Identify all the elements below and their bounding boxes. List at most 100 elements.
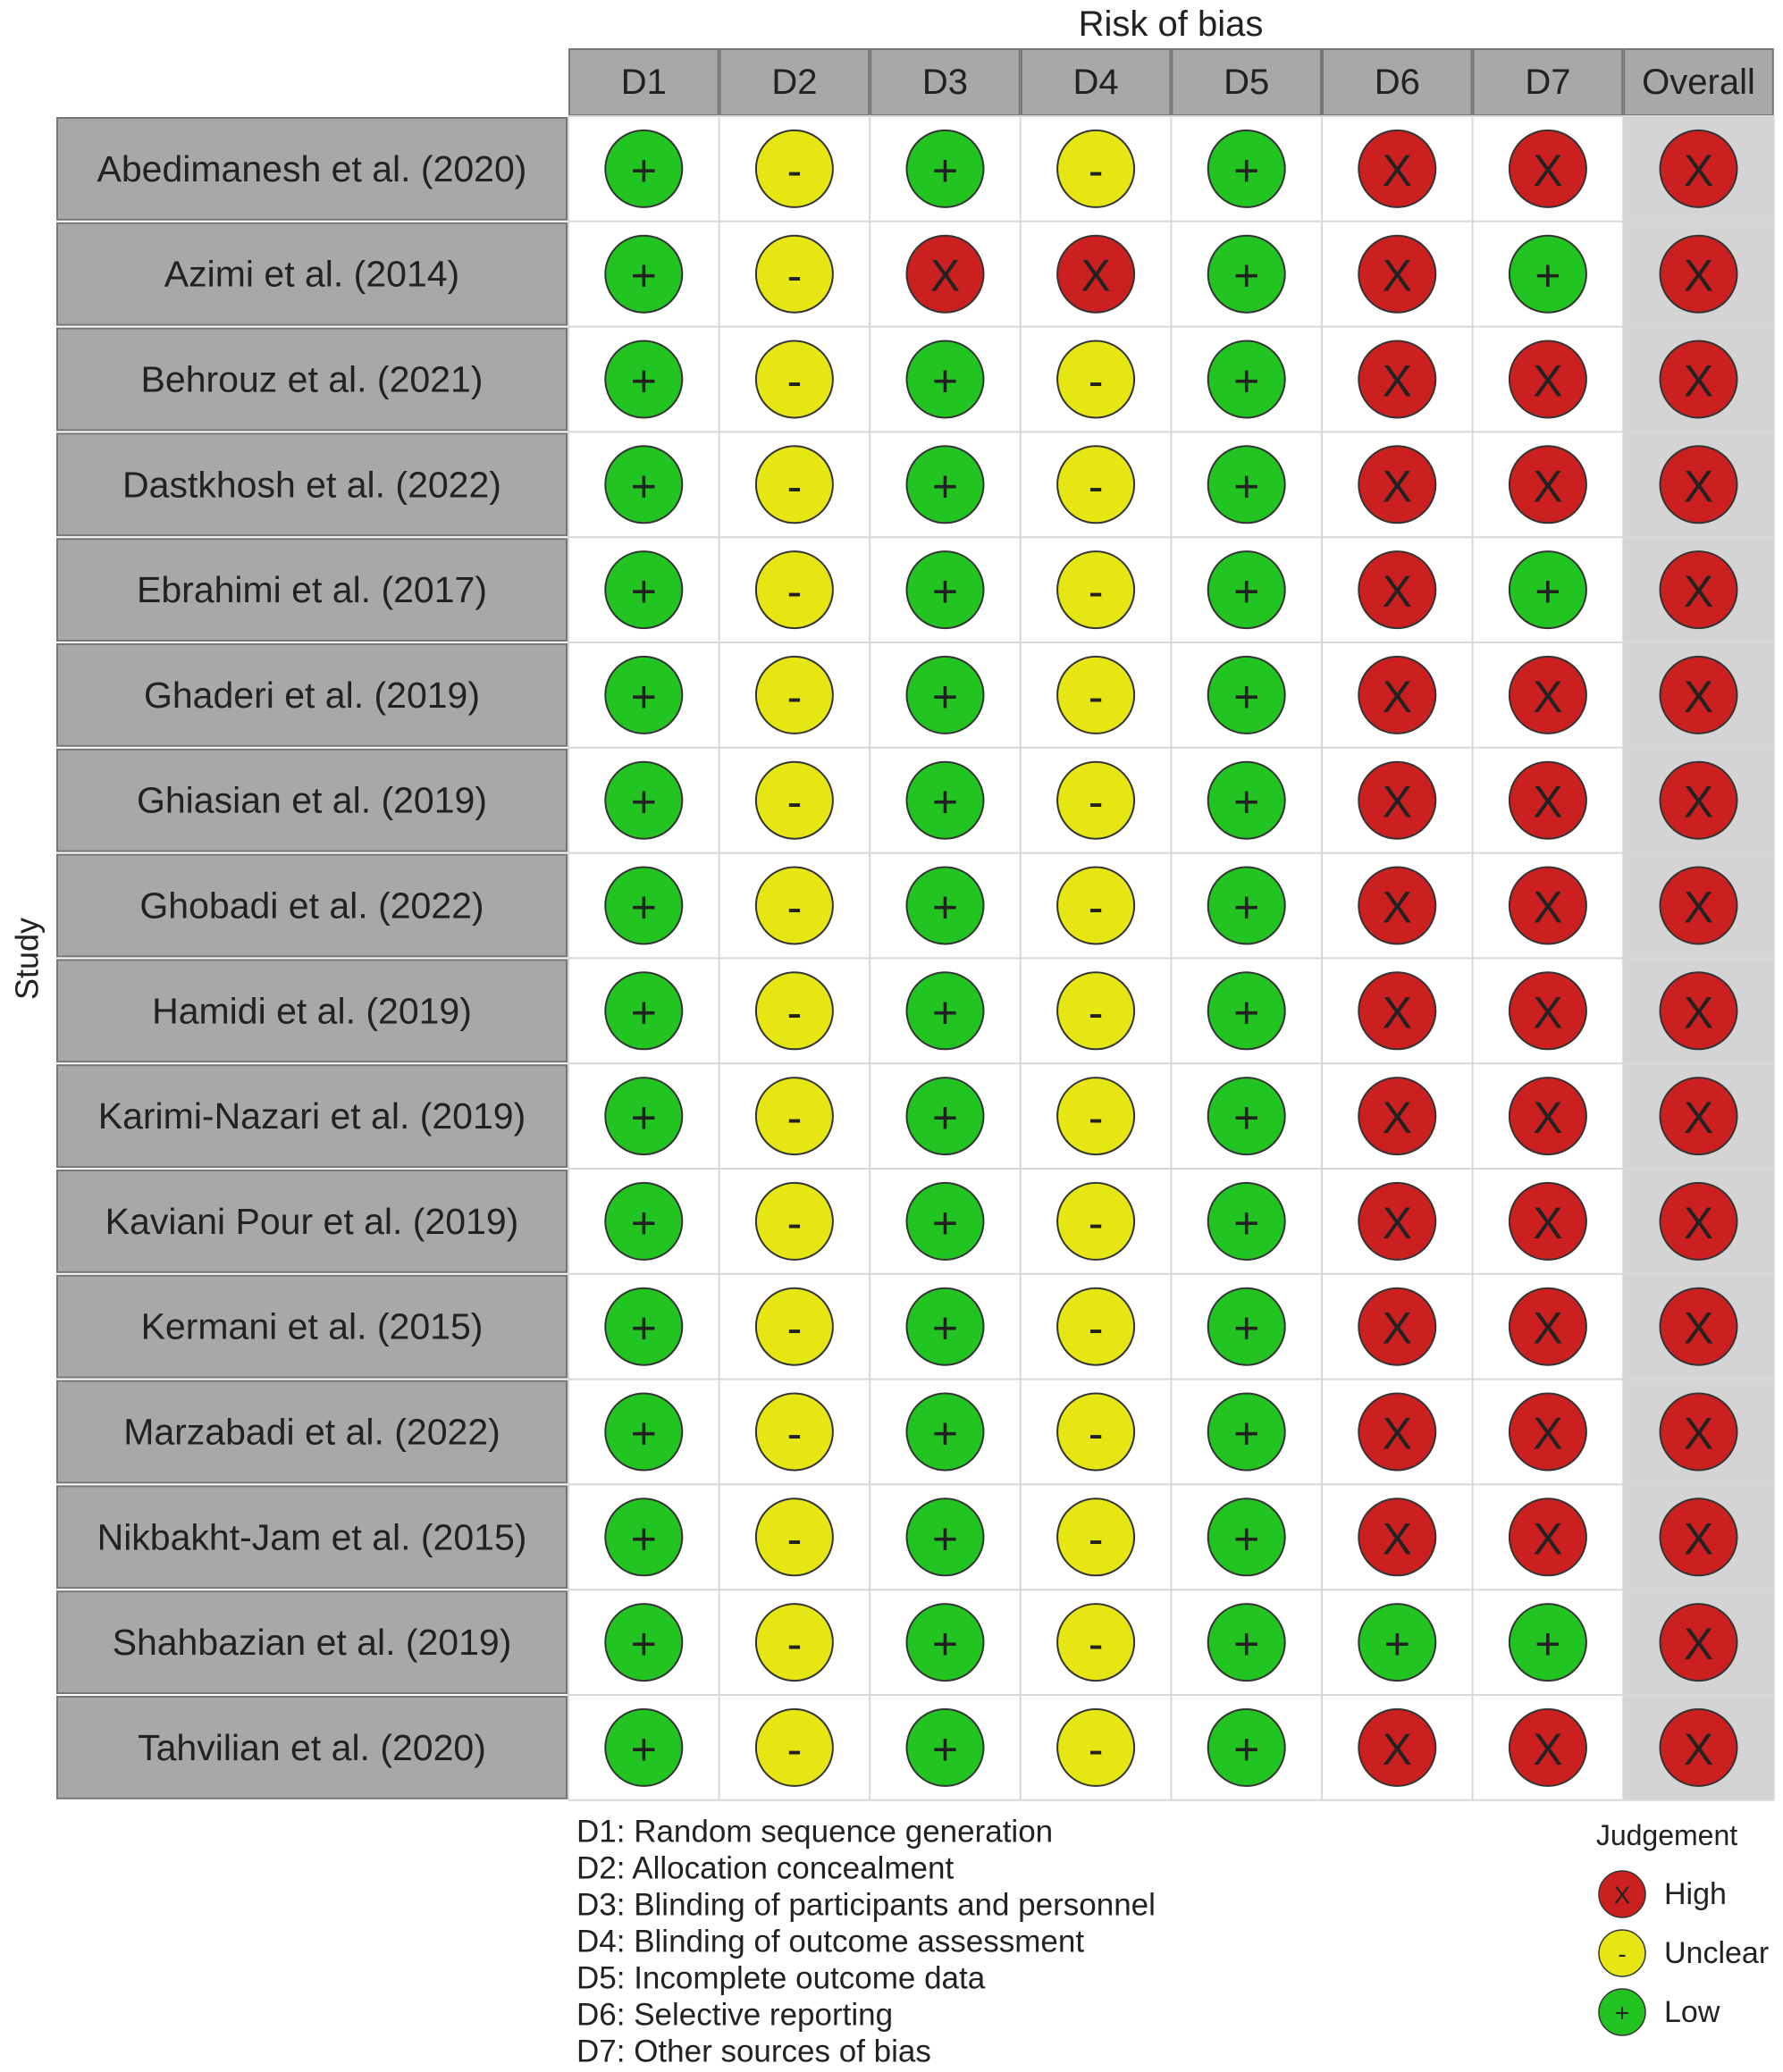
judgement-circle xyxy=(1358,866,1437,945)
judgement-circle xyxy=(604,760,684,840)
judgement-circle xyxy=(754,1392,834,1472)
legend-symbol: X xyxy=(1614,1882,1631,1909)
judgement-symbol: + xyxy=(1233,777,1259,827)
judgement-circle xyxy=(1207,234,1286,314)
judgement-symbol: - xyxy=(787,357,803,407)
judgement-symbol: - xyxy=(787,987,803,1037)
study-label-box xyxy=(56,1274,568,1379)
legend-symbol: + xyxy=(1615,2000,1629,2027)
judgement-symbol: - xyxy=(787,1093,803,1143)
judgement-circle xyxy=(1508,550,1587,630)
judgement-symbol: X xyxy=(1533,146,1562,196)
judgement-circle xyxy=(1056,1707,1136,1787)
judgement-symbol: + xyxy=(631,1409,657,1459)
legend-label: Unclear xyxy=(1664,1936,1769,1970)
judgement-symbol: + xyxy=(1233,1198,1259,1248)
judgement-symbol: + xyxy=(1233,566,1259,617)
judgement-circle xyxy=(1358,1707,1437,1787)
legend-label: High xyxy=(1664,1877,1727,1911)
judgement-circle xyxy=(1508,1603,1587,1682)
domain-footnote: D4: Blinding of outcome assessment xyxy=(576,1925,1084,1959)
study-label: Ghaderi et al. (2019) xyxy=(144,675,480,716)
domain-header xyxy=(568,48,719,116)
judgement-circle xyxy=(604,234,684,314)
legend-swatch xyxy=(1598,1870,1646,1918)
judgement-symbol: + xyxy=(631,1514,657,1564)
judgement-symbol: X xyxy=(1383,566,1412,617)
study-label-box xyxy=(56,1485,568,1590)
judgement-circle xyxy=(1056,1077,1136,1156)
judgement-circle xyxy=(754,866,834,945)
judgement-circle xyxy=(1659,234,1738,314)
judgement-circle xyxy=(1508,655,1587,734)
judgement-symbol: + xyxy=(631,1619,657,1669)
legend-label: Low xyxy=(1664,1995,1720,2029)
judgement-circle xyxy=(1508,971,1587,1051)
judgement-symbol: X xyxy=(1383,1304,1412,1354)
judgement-circle xyxy=(754,340,834,419)
judgement-symbol: + xyxy=(1233,1409,1259,1459)
judgement-circle xyxy=(1056,1497,1136,1577)
judgement-circle xyxy=(1056,760,1136,840)
judgement-circle xyxy=(1659,971,1738,1051)
judgement-circle xyxy=(1358,655,1437,734)
study-label-box xyxy=(56,222,568,326)
judgement-symbol: + xyxy=(631,987,657,1037)
judgement-circle xyxy=(1508,1287,1587,1366)
domain-footnote: D1: Random sequence generation xyxy=(576,1815,1053,1850)
judgement-circle xyxy=(1659,1707,1738,1787)
judgement-circle xyxy=(754,1077,834,1156)
domain-header xyxy=(719,48,870,116)
judgement-circle xyxy=(604,340,684,419)
judgement-circle xyxy=(1358,445,1437,524)
judgement-circle xyxy=(1207,655,1286,734)
judgement-symbol: - xyxy=(1089,672,1104,722)
judgement-circle xyxy=(1056,550,1136,630)
judgement-circle xyxy=(1056,445,1136,524)
judgement-symbol: + xyxy=(932,357,958,407)
judgement-circle xyxy=(1056,129,1136,208)
judgement-symbol: X xyxy=(1684,1409,1713,1459)
judgement-circle xyxy=(604,445,684,524)
study-label: Behrouz et al. (2021) xyxy=(141,359,484,400)
judgement-circle xyxy=(1358,1287,1437,1366)
judgement-symbol: + xyxy=(631,1304,657,1354)
judgement-symbol: - xyxy=(787,566,803,617)
judgement-circle xyxy=(754,760,834,840)
judgement-symbol: X xyxy=(1684,251,1713,301)
judgement-symbol: X xyxy=(1383,146,1412,196)
judgement-symbol: + xyxy=(1233,672,1259,722)
study-label: Marzabadi et al. (2022) xyxy=(123,1412,500,1453)
judgement-circle xyxy=(1358,129,1437,208)
judgement-circle xyxy=(1659,1077,1738,1156)
judgement-circle xyxy=(905,971,985,1051)
study-label: Karimi-Nazari et al. (2019) xyxy=(98,1095,526,1137)
study-label: Dastkhosh et al. (2022) xyxy=(122,464,501,505)
judgement-circle xyxy=(1358,234,1437,314)
judgement-symbol: - xyxy=(787,1514,803,1564)
judgement-circle xyxy=(905,550,985,630)
study-label-box xyxy=(56,432,568,537)
domain-footnote: D5: Incomplete outcome data xyxy=(576,1961,986,1996)
judgement-symbol: - xyxy=(1089,883,1104,933)
judgement-symbol: - xyxy=(1089,146,1104,196)
judgement-symbol: + xyxy=(932,1198,958,1248)
judgement-circle xyxy=(1508,340,1587,419)
judgement-circle xyxy=(1056,971,1136,1051)
judgement-symbol: X xyxy=(1383,461,1412,511)
judgement-circle xyxy=(604,1287,684,1366)
domain-footnote: D3: Blinding of participants and personn… xyxy=(576,1888,1156,1923)
judgement-circle xyxy=(905,866,985,945)
judgement-circle xyxy=(1207,1497,1286,1577)
domain-header-label: D7 xyxy=(1525,63,1570,102)
judgement-symbol: + xyxy=(932,566,958,617)
judgement-circle xyxy=(1207,445,1286,524)
judgement-symbol: X xyxy=(1533,1304,1562,1354)
judgement-symbol: X xyxy=(1684,357,1713,407)
judgement-symbol: X xyxy=(1533,461,1562,511)
judgement-circle xyxy=(905,655,985,734)
study-label: Azimi et al. (2014) xyxy=(164,254,459,295)
judgement-symbol: + xyxy=(1233,987,1259,1037)
domain-header xyxy=(1322,48,1473,116)
